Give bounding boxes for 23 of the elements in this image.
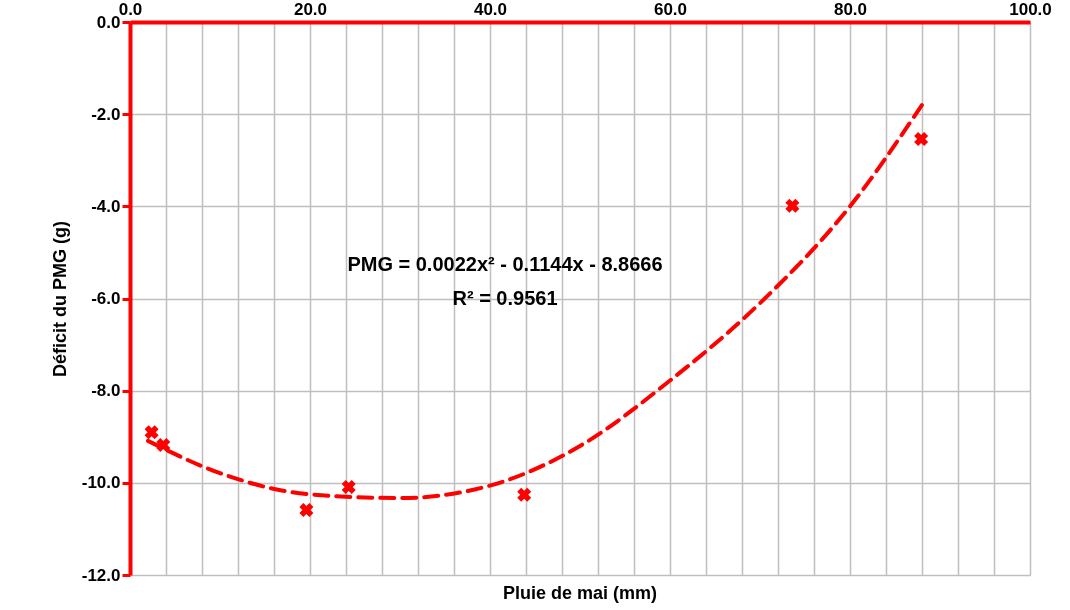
y-tick-label: -12.0: [81, 565, 121, 585]
y-tick-label: -10.0: [81, 473, 121, 493]
point: [341, 479, 356, 494]
annotation: R² = 0.9561: [452, 287, 558, 309]
point: [785, 198, 800, 213]
x-tick-label: 40.0: [473, 0, 508, 19]
x-tick-label: 100.0: [1009, 0, 1052, 19]
point: [914, 132, 929, 147]
x-tick-label: 60.0: [653, 0, 688, 19]
y-tick-label: -2.0: [91, 104, 121, 124]
point: [299, 503, 314, 518]
x-tick-label: 20.0: [293, 0, 328, 19]
x-tick-label: 80.0: [833, 0, 868, 19]
line-series: [146, 102, 924, 501]
annotation: PMG = 0.0022x² - 0.1144x - 8.8666: [347, 253, 663, 275]
point: [517, 487, 532, 502]
point: [144, 425, 159, 440]
y-axis-title: Déficit du PMG (g): [49, 221, 70, 377]
x-tick-label: 0.0: [118, 0, 143, 19]
y-tick-label: -6.0: [91, 289, 121, 308]
x-axis-title: Pluie de mai (mm): [502, 583, 658, 603]
y-tick-label: -4.0: [91, 196, 121, 216]
y-tick-label: -8.0: [91, 381, 121, 401]
